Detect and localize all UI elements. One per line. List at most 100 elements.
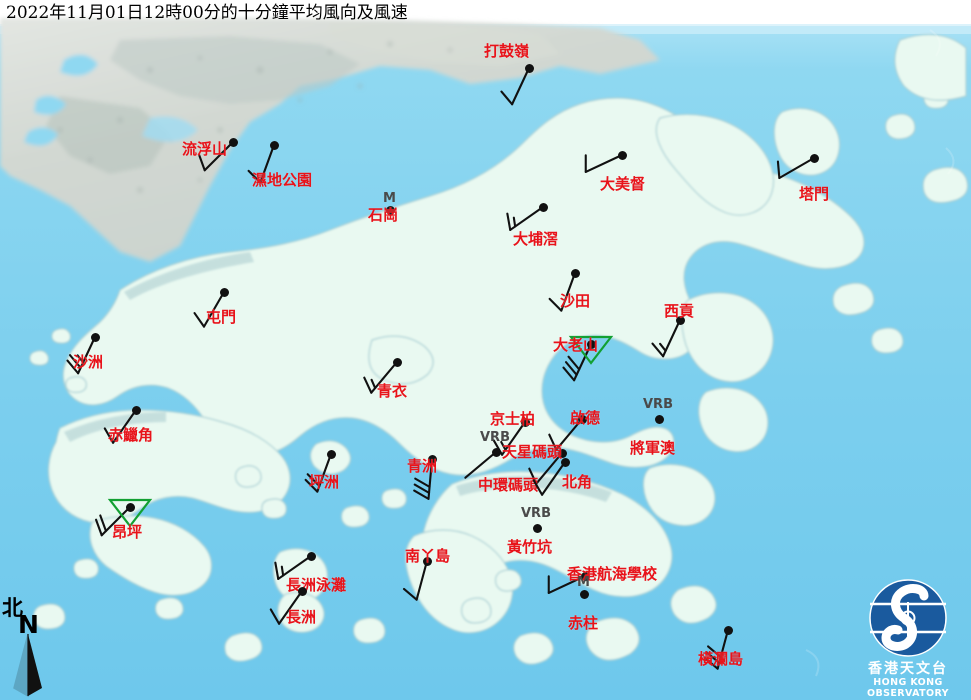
page-title: 2022年11月01日12時00分的十分鐘平均風向及風速 (6, 3, 408, 23)
station-dot (654, 414, 664, 424)
station-name-label: 塔門 (799, 185, 830, 203)
station-dot (306, 551, 316, 561)
logo-text-cn: 香港天文台 (868, 661, 948, 677)
compass-label-en: N (18, 610, 39, 639)
station-name-label: 石崗 (368, 206, 399, 224)
station-dot (579, 589, 589, 599)
station-name-label: 橫瀾島 (698, 650, 744, 668)
station-name-label: 流浮山 (182, 140, 228, 158)
compass-rose: 北 N (2, 592, 58, 698)
station-name-label: 青衣 (377, 382, 408, 400)
station-name-label: 沙洲 (73, 353, 104, 371)
elevated-station-triangle-icon (107, 498, 153, 528)
logo-text-en: HONG KONG OBSERVATORY (867, 677, 949, 699)
wind-barb-icon (198, 140, 235, 172)
station-dot (491, 447, 501, 457)
wind-barb-icon (274, 554, 313, 580)
station-name-label: 赤柱 (568, 614, 599, 632)
elevated-station-triangle-icon (568, 335, 614, 365)
station-name-label: 赤鱲角 (108, 426, 154, 444)
wind-barb-icon (703, 628, 730, 670)
station-dot (269, 140, 279, 150)
station-dot (90, 332, 100, 342)
station-name-label: 青洲 (407, 457, 438, 475)
wind-barb-icon (402, 559, 429, 601)
wind-barb-icon (269, 589, 304, 625)
wind-barb-icon (247, 143, 276, 184)
station-dot (326, 449, 336, 459)
hko-logo-icon (869, 579, 947, 657)
station-status-flag: VRB (480, 430, 510, 445)
wind-barb-icon (584, 153, 624, 173)
wind-barb-icon (464, 450, 498, 479)
station-name-label: 昂坪 (112, 523, 143, 541)
station-name-label: 啟德 (570, 409, 601, 427)
wind-barb-icon (562, 342, 593, 382)
station-name-label: 黃竹坑 (507, 538, 553, 556)
station-name-label: 將軍澳 (630, 439, 676, 457)
compass-label-cn: 北 (2, 595, 23, 620)
wind-barb-icon (548, 271, 577, 312)
station-dot (617, 150, 627, 160)
station-name-label: 香港航海學校 (567, 565, 658, 583)
wind-barb-icon (547, 574, 587, 594)
station-name-label: 天星碼頭 (502, 443, 563, 461)
station-dot (385, 205, 395, 215)
station-name-label: 大埔滘 (513, 230, 559, 248)
station-name-label: 長洲 (286, 608, 317, 626)
station-dot (586, 339, 596, 349)
station-name-label: 中環碼頭 (478, 476, 539, 494)
station-name-label: 大美督 (600, 175, 646, 193)
station-dot (538, 202, 548, 212)
station-dot (297, 586, 307, 596)
station-status-flag: M (383, 191, 396, 206)
station-dot (577, 414, 587, 424)
wind-barb-icon (363, 360, 399, 394)
station-dot (219, 287, 229, 297)
station-dot (125, 502, 135, 512)
station-status-flag: VRB (643, 397, 673, 412)
station-dot (557, 448, 567, 458)
wind-barb-icon (548, 417, 584, 451)
wind-barb-icon (413, 457, 434, 500)
station-dot (520, 417, 530, 427)
station-name-label: 京士柏 (490, 410, 536, 428)
station-dot (524, 63, 534, 73)
wind-barb-icon (66, 335, 97, 375)
station-dot (532, 523, 542, 533)
wind-barb-icon (193, 290, 226, 328)
station-name-label: 西貢 (664, 302, 695, 320)
wind-barb-icon (95, 505, 132, 537)
station-dot (131, 405, 141, 415)
wind-barb-icon (651, 318, 682, 358)
station-name-label: 打鼓嶺 (484, 42, 530, 60)
station-name-label: 坪洲 (309, 473, 340, 491)
station-dot (570, 268, 580, 278)
station-dot (723, 625, 733, 635)
station-name-label: 大老山 (553, 336, 599, 354)
wind-barb-icon (532, 460, 567, 496)
station-dot (422, 556, 432, 566)
wind-barb-icon (103, 408, 138, 444)
station-dot (560, 457, 570, 467)
station-dot (392, 357, 402, 367)
station-name-label: 屯門 (206, 308, 237, 326)
north-arrow-icon (13, 633, 42, 698)
station-name-label: 濕地公園 (252, 171, 313, 189)
station-status-flag: VRB (521, 506, 551, 521)
station-dot (580, 571, 590, 581)
hko-logo: 香港天文台 HONG KONG OBSERVATORY (848, 578, 968, 699)
station-name-label: 南丫島 (405, 547, 451, 565)
station-dot (427, 454, 437, 464)
wind-barb-icon (500, 66, 531, 106)
wind-barb-icon (304, 452, 333, 493)
wind-barb-icon (776, 156, 816, 180)
wind-barb-icon (506, 205, 545, 231)
station-dot (228, 137, 238, 147)
station-status-flag: M (577, 575, 590, 590)
station-dot (675, 315, 685, 325)
station-name-label: 沙田 (560, 292, 591, 310)
station-name-label: 北角 (562, 473, 593, 491)
